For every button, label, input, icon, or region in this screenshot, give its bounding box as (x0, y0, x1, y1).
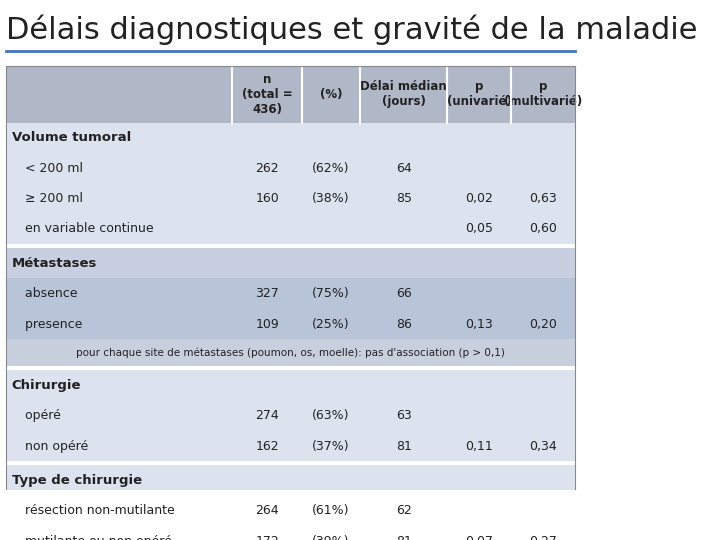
Text: (%): (%) (320, 88, 343, 101)
Text: Type de chirurgie: Type de chirurgie (12, 474, 142, 487)
Text: 0,13: 0,13 (465, 318, 493, 330)
Text: (62%): (62%) (312, 161, 350, 174)
Text: 0,34: 0,34 (529, 440, 557, 453)
Text: 0,27: 0,27 (529, 535, 557, 540)
Text: 172: 172 (256, 535, 279, 540)
Text: 0,63: 0,63 (529, 192, 557, 205)
Text: 85: 85 (396, 192, 412, 205)
Text: 0,60: 0,60 (529, 222, 557, 235)
FancyBboxPatch shape (6, 496, 575, 526)
FancyBboxPatch shape (6, 526, 575, 540)
Text: 0,11: 0,11 (465, 440, 493, 453)
Text: 262: 262 (256, 161, 279, 174)
Text: 327: 327 (256, 287, 279, 300)
Text: résection non-mutilante: résection non-mutilante (9, 504, 174, 517)
Text: 109: 109 (256, 318, 279, 330)
Text: Métastases: Métastases (12, 256, 97, 270)
Text: 160: 160 (256, 192, 279, 205)
FancyBboxPatch shape (6, 366, 575, 370)
Text: 0,05: 0,05 (465, 222, 493, 235)
Text: 81: 81 (396, 440, 412, 453)
FancyBboxPatch shape (6, 244, 575, 248)
Text: 62: 62 (396, 504, 412, 517)
Text: 162: 162 (256, 440, 279, 453)
FancyBboxPatch shape (6, 401, 575, 431)
Text: Volume tumoral: Volume tumoral (12, 131, 131, 144)
Text: 64: 64 (396, 161, 412, 174)
Text: presence: presence (9, 318, 82, 330)
FancyBboxPatch shape (6, 66, 575, 123)
Text: (25%): (25%) (312, 318, 350, 330)
FancyBboxPatch shape (6, 465, 575, 496)
Text: 0,02: 0,02 (465, 192, 493, 205)
Text: 0,20: 0,20 (529, 318, 557, 330)
FancyBboxPatch shape (6, 461, 575, 465)
Text: 81: 81 (396, 535, 412, 540)
Text: absence: absence (9, 287, 77, 300)
Text: p
(multivarié): p (multivarié) (504, 80, 582, 109)
Text: 264: 264 (256, 504, 279, 517)
Text: p
(univarié): p (univarié) (447, 80, 512, 109)
Text: non opéré: non opéré (9, 440, 88, 453)
Text: (61%): (61%) (312, 504, 350, 517)
FancyBboxPatch shape (6, 248, 575, 279)
FancyBboxPatch shape (6, 370, 575, 401)
Text: < 200 ml: < 200 ml (9, 161, 83, 174)
Text: Délai médian
(jours): Délai médian (jours) (361, 80, 447, 109)
FancyBboxPatch shape (6, 153, 575, 184)
Text: 66: 66 (396, 287, 412, 300)
Text: 63: 63 (396, 409, 412, 422)
Text: (75%): (75%) (312, 287, 350, 300)
Text: n
(total =
436): n (total = 436) (242, 73, 292, 116)
FancyBboxPatch shape (6, 123, 575, 153)
FancyBboxPatch shape (6, 279, 575, 309)
Text: (63%): (63%) (312, 409, 350, 422)
Text: 86: 86 (396, 318, 412, 330)
Text: ≥ 200 ml: ≥ 200 ml (9, 192, 83, 205)
FancyBboxPatch shape (6, 309, 575, 339)
Text: mutilante ou non opéré: mutilante ou non opéré (9, 535, 171, 540)
Text: en variable continue: en variable continue (9, 222, 153, 235)
Text: opéré: opéré (9, 409, 60, 422)
FancyBboxPatch shape (6, 184, 575, 214)
Text: (39%): (39%) (312, 535, 350, 540)
FancyBboxPatch shape (6, 214, 575, 244)
FancyBboxPatch shape (6, 431, 575, 461)
Text: pour chaque site de métastases (poumon, os, moelle): pas d'association (p > 0,1): pour chaque site de métastases (poumon, … (76, 347, 505, 358)
Text: Chirurgie: Chirurgie (12, 379, 81, 392)
FancyBboxPatch shape (6, 339, 575, 366)
Text: (38%): (38%) (312, 192, 350, 205)
Text: 0,07: 0,07 (465, 535, 493, 540)
Text: Délais diagnostiques et gravité de la maladie: Délais diagnostiques et gravité de la ma… (6, 15, 697, 45)
Text: 274: 274 (256, 409, 279, 422)
Text: (37%): (37%) (312, 440, 350, 453)
